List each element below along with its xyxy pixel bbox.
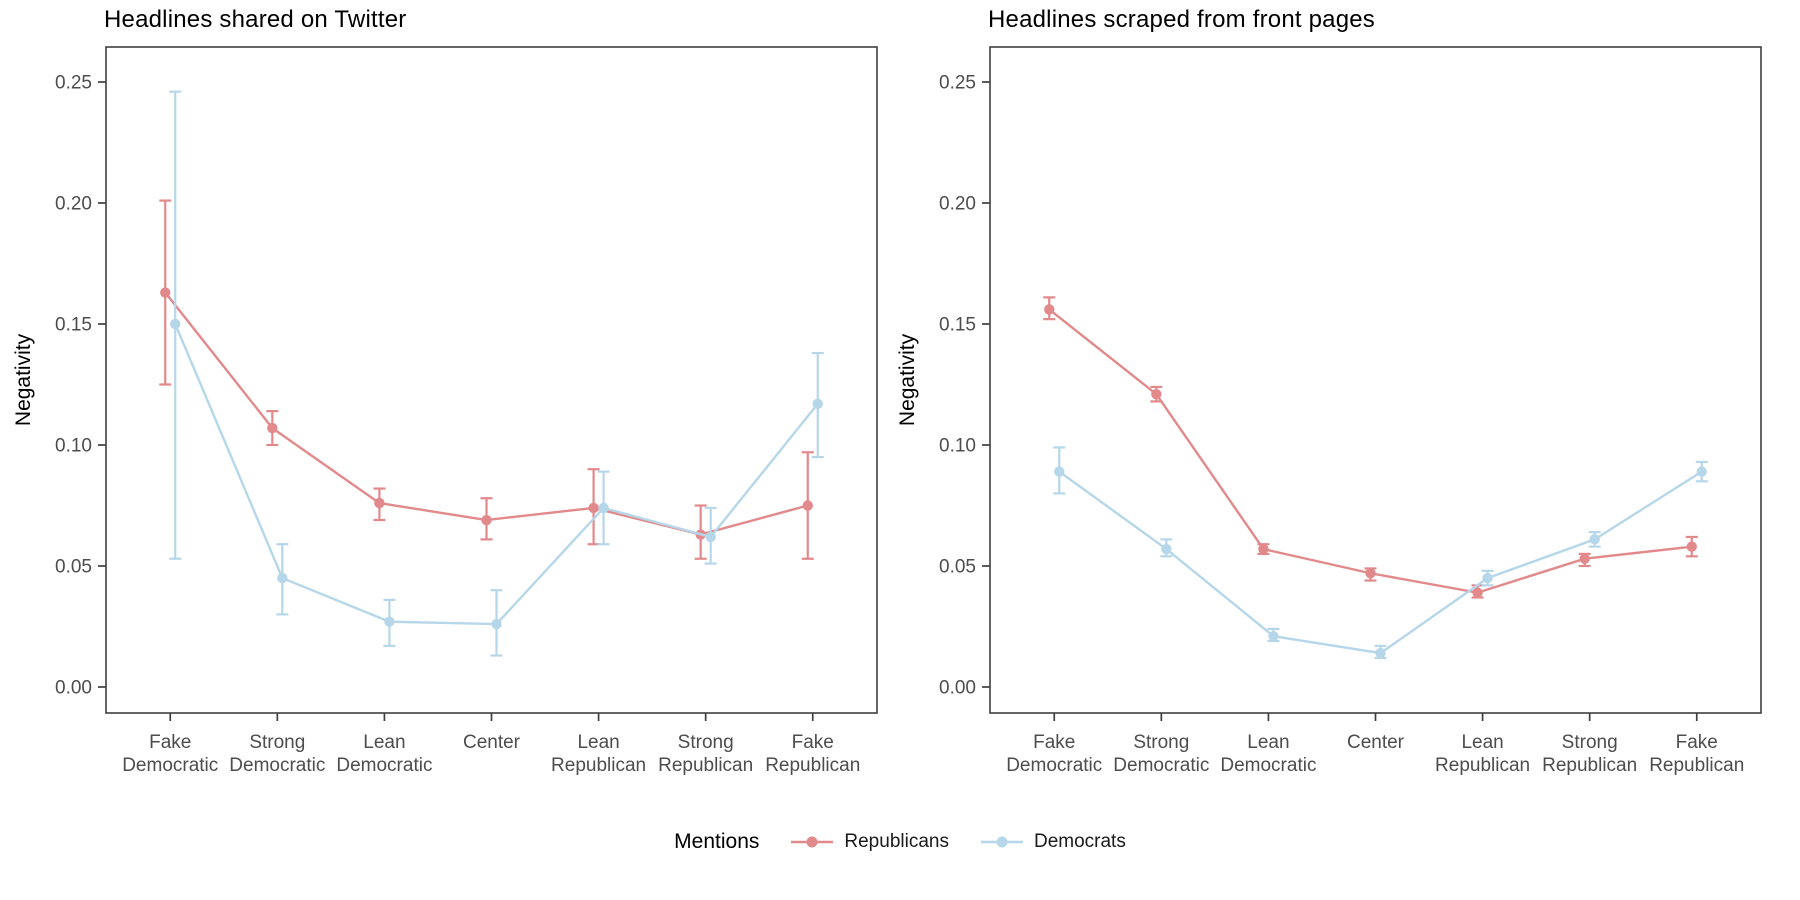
panel-front-pages: 0.00 0.05 0.10 0.15 0.20 0.25 Fake Democratic St…	[896, 0, 1800, 800]
y-tick-label: 0.25	[939, 73, 976, 94]
data-point-democrats	[491, 618, 502, 630]
y-tick-label: 0.15	[55, 315, 92, 336]
data-point-democrats	[170, 318, 181, 330]
y-tick-label: 0.00	[939, 678, 976, 699]
data-point-republicans	[374, 497, 385, 509]
x-tick-label: Republican	[1649, 755, 1744, 776]
data-point-republicans	[802, 500, 813, 511]
twitter-chart-plot: 0.000.050.100.150.200.25FakeDemocraticSt…	[55, 46, 878, 776]
y-tick-label: 0.00	[55, 678, 92, 699]
legend-entry-republicans: Republicans	[789, 831, 949, 853]
data-point-democrats	[1696, 466, 1707, 477]
data-point-republicans	[1365, 568, 1376, 579]
legend: Mentions Republicans Democrats	[0, 830, 1800, 854]
x-tick-label: Democratic	[229, 755, 325, 776]
data-point-republicans	[1151, 388, 1162, 400]
panel-border	[105, 46, 878, 714]
x-tick-label: Lean	[363, 732, 405, 753]
x-tick-label: Strong	[1562, 732, 1618, 753]
chart-title-front-pages: Headlines scraped from front pages	[988, 6, 1376, 33]
legend-label-democrats: Democrats	[1033, 831, 1126, 852]
legend-key-democrats-icon	[980, 836, 1023, 848]
legend-label-republicans: Republicans	[844, 831, 949, 852]
panel-twitter: 0.00 0.05 0.10 0.15 0.20 0.25 Fake Democratic St…	[0, 0, 900, 800]
data-point-democrats	[1589, 534, 1600, 545]
data-point-republicans	[588, 502, 599, 514]
x-tick-label: Fake	[792, 732, 834, 753]
y-tick-label: 0.05	[939, 557, 976, 578]
x-tick-label: Democratic	[122, 755, 218, 776]
legend-key-dot	[806, 836, 818, 848]
data-point-republicans	[1258, 543, 1269, 555]
x-tick-label: Republican	[765, 755, 860, 776]
legend-entry-democrats: Democrats	[979, 831, 1126, 853]
data-point-democrats	[384, 616, 395, 627]
data-point-republicans	[1472, 587, 1483, 598]
data-point-democrats	[705, 531, 716, 543]
x-tick-label: Center	[463, 732, 521, 753]
data-point-republicans	[1044, 304, 1055, 315]
x-tick-label: Lean	[577, 732, 619, 753]
y-axis-label-twitter: Negativity	[12, 333, 35, 427]
y-axis-label-front-pages: Negativity	[896, 333, 919, 427]
x-tick-label: Democratic	[336, 755, 432, 776]
data-point-democrats	[1482, 572, 1493, 584]
x-tick-label: Republican	[658, 755, 753, 776]
data-point-democrats	[812, 398, 823, 410]
front-pages-chart-plot: 0.000.050.100.150.200.25FakeDemocraticSt…	[939, 46, 1762, 776]
data-point-democrats	[598, 502, 609, 514]
y-tick-label: 0.05	[55, 557, 92, 578]
x-tick-label: Lean	[1461, 732, 1503, 753]
y-tick-label: 0.25	[55, 73, 92, 94]
y-tick-label: 0.15	[939, 315, 976, 336]
x-tick-label: Democratic	[1113, 755, 1209, 776]
legend-title: Mentions	[674, 830, 760, 853]
x-tick-label: Democratic	[1220, 755, 1316, 776]
series-line-democrats	[1058, 470, 1703, 655]
x-tick-label: Republican	[551, 755, 646, 776]
panel-border	[989, 46, 1762, 714]
data-point-republicans	[1686, 541, 1697, 552]
data-point-republicans	[481, 514, 492, 526]
x-tick-label: Strong	[678, 732, 734, 753]
legend-key-dot	[996, 836, 1008, 848]
data-point-democrats	[277, 572, 288, 584]
y-tick-label: 0.20	[55, 194, 92, 215]
data-point-republicans	[160, 287, 171, 298]
data-point-republicans	[267, 422, 278, 434]
x-tick-label: Republican	[1435, 755, 1530, 776]
data-point-democrats	[1054, 466, 1065, 477]
series-line-democrats	[174, 323, 819, 626]
x-tick-label: Lean	[1247, 732, 1289, 753]
x-tick-label: Strong	[249, 732, 305, 753]
data-point-republicans	[1579, 553, 1590, 564]
y-tick-label: 0.20	[939, 194, 976, 215]
chart-title-twitter: Headlines shared on Twitter	[104, 6, 407, 33]
x-tick-label: Center	[1347, 732, 1405, 753]
legend-key-republicans-icon	[791, 836, 834, 848]
y-tick-label: 0.10	[55, 436, 92, 457]
series-line-republicans	[1048, 308, 1692, 594]
x-tick-label: Strong	[1133, 732, 1189, 753]
x-tick-label: Fake	[1676, 732, 1718, 753]
data-point-democrats	[1375, 647, 1386, 659]
x-tick-label: Democratic	[1006, 755, 1102, 776]
data-point-democrats	[1268, 630, 1279, 642]
x-tick-label: Fake	[149, 732, 191, 753]
x-tick-label: Fake	[1033, 732, 1075, 753]
x-tick-label: Republican	[1542, 755, 1637, 776]
data-point-democrats	[1161, 543, 1172, 555]
y-tick-label: 0.10	[939, 436, 976, 457]
